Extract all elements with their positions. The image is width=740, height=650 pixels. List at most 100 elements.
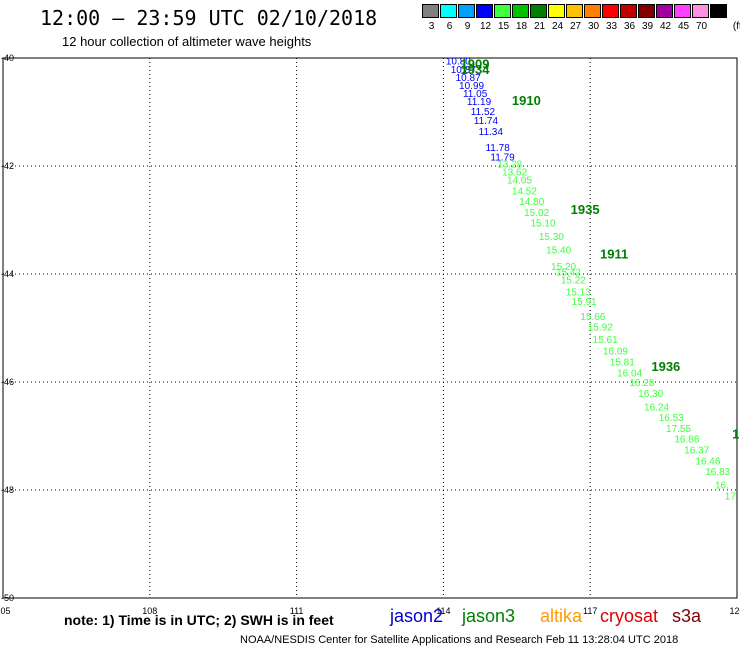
scale-unit: (ft) — [732, 21, 740, 32]
wave-height-label: 15.20 — [551, 262, 576, 273]
wave-height-label: 10.87 — [451, 65, 476, 76]
wave-height-label: 11.74 — [474, 116, 499, 127]
scale-swatch — [674, 4, 691, 18]
wave-height-label: 15.02 — [524, 208, 549, 219]
wave-height-label: 14.80 — [519, 197, 544, 208]
scale-label: 3 — [428, 21, 435, 32]
wave-height-label: 15.13 — [566, 287, 591, 298]
wave-height-label: 16.46 — [695, 456, 720, 467]
wave-height-label: 16.28 — [629, 378, 654, 389]
wave-height-label: 11.19 — [467, 97, 492, 108]
x-tick-label: 111 — [290, 606, 304, 616]
pass-time-label: 1909 — [461, 56, 490, 71]
wave-height-label: 16.04 — [617, 368, 642, 379]
pass-time-label: 1936 — [651, 359, 680, 374]
wave-height-label: 11.78 — [485, 143, 510, 154]
wave-height-label: 16.09 — [603, 347, 628, 358]
scale-label: 70 — [695, 21, 708, 32]
scale-label: 27 — [569, 21, 582, 32]
wave-height-label: 15.81 — [610, 357, 635, 368]
footer-credit: NOAA/NESDIS Center for Satellite Applica… — [240, 634, 679, 646]
scale-label: 42 — [659, 21, 672, 32]
wave-height-label: 15.10 — [531, 219, 556, 230]
satellite-name: jason3 — [462, 606, 516, 626]
map-frame — [2, 57, 738, 599]
scale-swatch — [494, 4, 511, 18]
pass-time-label: 1910 — [512, 93, 541, 108]
scale-swatch — [512, 4, 529, 18]
wave-height-label: 14.05 — [507, 176, 532, 187]
satellite-name: s3a — [672, 606, 702, 626]
scale-swatch — [692, 4, 709, 18]
wave-height-label: 15.40 — [546, 246, 571, 257]
note-text: note: 1) Time is in UTC; 2) SWH is in fe… — [64, 612, 334, 628]
scale-label: 33 — [605, 21, 618, 32]
wave-height-label: 11.05 — [463, 89, 488, 100]
wave-height-label: 16.53 — [659, 413, 684, 424]
wave-height-label: 15.61 — [593, 335, 618, 346]
scale-swatch — [440, 4, 457, 18]
scale-swatch — [656, 4, 673, 18]
wave-height-label: 15.91 — [572, 297, 597, 308]
scale-label: 24 — [551, 21, 564, 32]
scale-swatch — [638, 4, 655, 18]
scale-swatch — [422, 4, 439, 18]
pass-time-label: 1934 — [461, 62, 491, 77]
pass-time-label: 1911 — [600, 246, 628, 261]
wave-height-label: 11.34 — [479, 127, 504, 138]
y-tick-label: -48 — [1, 485, 14, 495]
y-tick-label: -46 — [1, 377, 14, 387]
wave-height-label: 10.99 — [459, 81, 484, 92]
wave-height-label: 14.52 — [512, 186, 537, 197]
wave-height-label: 15.42 — [556, 267, 581, 278]
y-tick-label: -40 — [1, 53, 14, 63]
wave-height-label: 16.86 — [674, 435, 699, 446]
scale-swatch — [566, 4, 583, 18]
wave-height-label: 15.92 — [588, 322, 613, 333]
scale-label: 36 — [623, 21, 636, 32]
wave-height-label: 10.80 — [446, 57, 471, 68]
y-tick-label: -44 — [1, 269, 14, 279]
map-subtitle: 12 hour collection of altimeter wave hei… — [62, 34, 312, 49]
scale-swatch — [602, 4, 619, 18]
y-tick-label: -50 — [1, 593, 14, 603]
pass-time-label: 19 — [732, 426, 740, 441]
scale-swatch — [584, 4, 601, 18]
scale-label: 21 — [533, 21, 546, 32]
wave-height-label: 16.37 — [684, 446, 709, 457]
scale-swatch — [548, 4, 565, 18]
map-title: 12:00 – 23:59 UTC 02/10/2018 — [40, 6, 378, 30]
satellite-name: cryosat — [600, 606, 659, 626]
satellite-name: jason2 — [390, 606, 444, 626]
wave-height-label: 15.30 — [539, 232, 564, 243]
wave-height-label: 10.87 — [456, 73, 481, 84]
scale-label: 30 — [587, 21, 600, 32]
scale-label: 18 — [515, 21, 528, 32]
scale-swatch — [476, 4, 493, 18]
wave-height-label: 13.62 — [502, 167, 527, 178]
wave-height-label: 11.52 — [471, 107, 496, 118]
wave-height-label: 17 — [725, 491, 737, 502]
scale-label: 12 — [479, 21, 492, 32]
x-tick-label: 120 — [729, 606, 740, 616]
pass-time-label: 1935 — [571, 202, 600, 217]
scale-label: 6 — [446, 21, 453, 32]
wave-height-label: 16. — [715, 481, 729, 492]
scale-label: 15 — [497, 21, 510, 32]
x-tick-label: 105 — [0, 606, 11, 616]
wave-height-label: 16.83 — [705, 467, 730, 478]
x-tick-label: 117 — [583, 606, 597, 616]
scale-label: 9 — [464, 21, 471, 32]
wave-height-label: 15.22 — [561, 275, 586, 286]
scale-swatch — [458, 4, 475, 18]
wave-height-label: 11.79 — [490, 152, 515, 163]
scale-label: 39 — [641, 21, 654, 32]
wave-height-label: 15.66 — [580, 312, 605, 323]
scale-swatch — [710, 4, 727, 18]
wave-height-label: 16.30 — [638, 389, 663, 400]
x-tick-label: 108 — [142, 606, 157, 616]
satellite-name: altika — [540, 606, 583, 626]
x-tick-label: 114 — [436, 606, 450, 616]
scale-swatch — [530, 4, 547, 18]
